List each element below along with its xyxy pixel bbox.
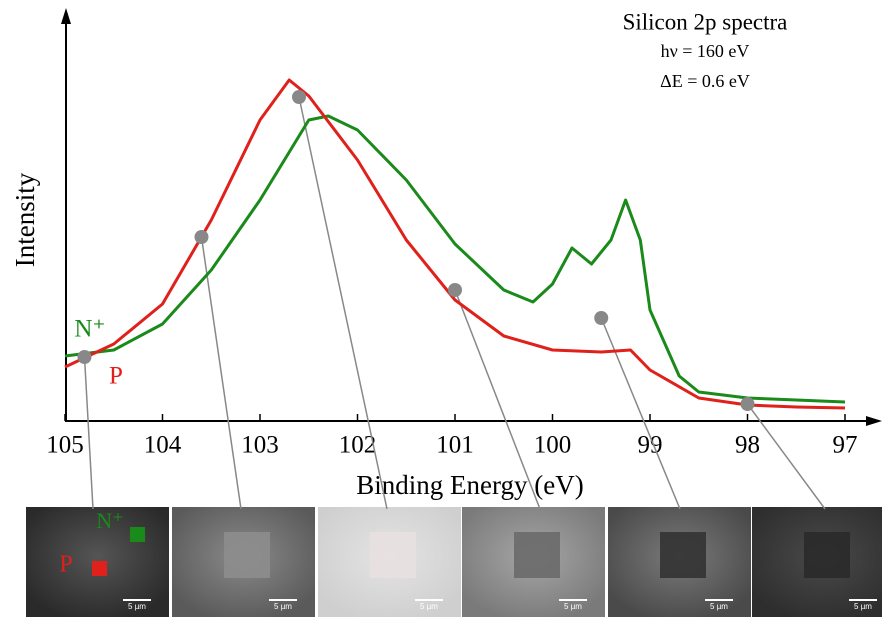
connector [454, 289, 541, 510]
x-tick-label: 98 [735, 432, 760, 459]
series-line [64, 114, 846, 404]
chart-title: Silicon 2p spectra [623, 9, 788, 34]
x-tick-label: 101 [436, 432, 474, 459]
series-label: N⁺ [74, 316, 105, 343]
series-label: P [109, 363, 123, 390]
connector [83, 356, 94, 510]
x-tick-label: 102 [339, 432, 377, 459]
x-tick-label: 100 [534, 432, 572, 459]
connector [600, 317, 681, 510]
scale-label: 5 µm [274, 602, 292, 611]
x-tick-label: 104 [144, 432, 182, 459]
legend-swatch [130, 527, 145, 542]
marker [448, 283, 462, 297]
x-tick-label: 105 [46, 432, 84, 459]
y-axis-arrow [61, 8, 71, 24]
subtitle: ΔE = 0.6 eV [660, 71, 750, 91]
marker [292, 90, 306, 104]
scale-label: 5 µm [128, 602, 146, 611]
image-label: P [59, 552, 72, 578]
series-line [64, 78, 846, 410]
x-tick-label: 97 [833, 432, 858, 459]
marker [594, 311, 609, 325]
implant-square [660, 532, 706, 578]
marker [194, 230, 209, 244]
implant-square [804, 532, 850, 578]
x-axis-label: Binding Energy (eV) [356, 470, 583, 500]
implant-square [370, 532, 416, 578]
scale-label: 5 µm [564, 602, 582, 611]
legend-swatch [92, 561, 107, 576]
y-axis-label: Intensity [10, 172, 40, 267]
marker [740, 397, 755, 411]
x-tick-label: 103 [241, 432, 279, 459]
scale-label: 5 µm [854, 602, 872, 611]
connector [200, 236, 242, 510]
subtitle: hν = 160 eV [661, 41, 750, 61]
marker [77, 350, 92, 364]
implant-square [514, 532, 560, 578]
connector [746, 403, 826, 510]
connector [298, 96, 388, 510]
scale-label: 5 µm [420, 602, 438, 611]
x-axis-arrow [866, 416, 882, 426]
scale-label: 5 µm [710, 602, 728, 611]
image-label: N⁺ [96, 508, 124, 533]
implant-square [224, 532, 270, 578]
